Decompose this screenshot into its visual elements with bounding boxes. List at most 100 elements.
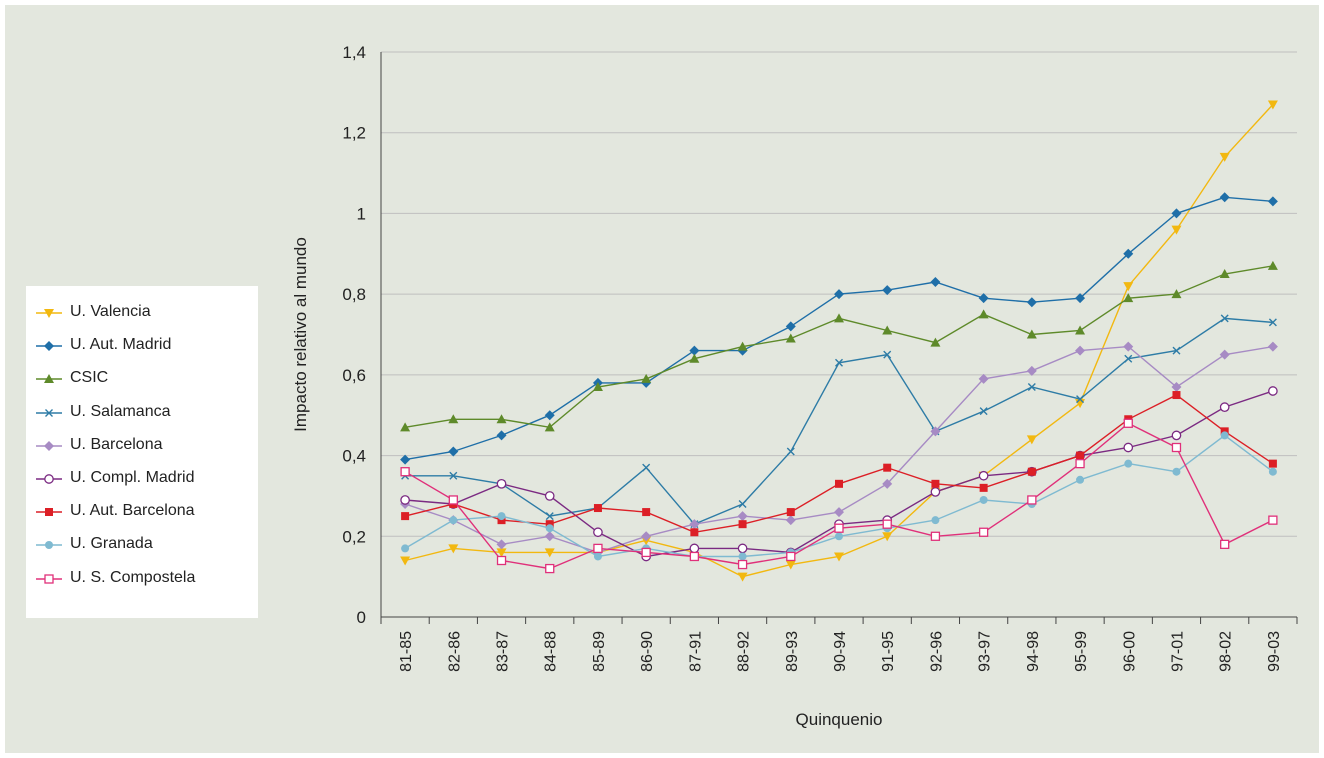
data-point — [1075, 399, 1086, 409]
x-tick-label: 87-91 — [687, 631, 704, 672]
data-point — [834, 289, 844, 300]
data-point — [1219, 192, 1230, 203]
data-point — [1123, 442, 1134, 453]
series-line — [404, 422, 1274, 570]
legend-label: U. Valencia — [70, 303, 151, 320]
data-point — [593, 527, 603, 538]
data-point — [496, 430, 507, 441]
legend-item: U. Valencia — [26, 297, 258, 330]
data-point — [1124, 354, 1133, 363]
data-point — [883, 350, 892, 359]
data-point — [545, 524, 554, 533]
data-point — [1123, 293, 1134, 303]
data-point — [1171, 381, 1182, 392]
data-point — [1027, 382, 1036, 391]
data-point — [834, 523, 844, 533]
data-point — [496, 555, 507, 566]
data-point — [1171, 289, 1182, 299]
x-tick-label: 96-00 — [1121, 631, 1138, 672]
data-point — [1220, 427, 1229, 436]
data-point — [1268, 459, 1277, 468]
legend-swatch — [36, 408, 62, 417]
data-point — [737, 572, 748, 582]
data-point — [1171, 208, 1182, 219]
x-tick-label: 84-88 — [543, 631, 560, 672]
data-point — [642, 508, 651, 517]
data-point — [448, 544, 459, 554]
data-point — [641, 373, 652, 383]
data-point — [979, 483, 988, 492]
data-point — [545, 563, 555, 574]
data-point — [496, 548, 507, 558]
x-tick-label: 83-87 — [495, 631, 512, 672]
data-point — [978, 470, 989, 481]
data-point — [1026, 365, 1037, 376]
data-point — [496, 539, 507, 550]
data-point — [1220, 431, 1229, 440]
data-point — [401, 512, 410, 521]
legend-swatch — [36, 474, 62, 484]
data-point — [1075, 345, 1086, 356]
x-tick-label: 89-93 — [784, 631, 801, 672]
x-tick-label: 98-02 — [1218, 631, 1235, 672]
y-tick-label: 0,2 — [342, 527, 366, 546]
data-point — [930, 426, 941, 437]
data-point — [1027, 467, 1036, 476]
legend-item: U. Salamanca — [26, 397, 258, 430]
data-point — [883, 463, 892, 472]
x-tick-label: 92-96 — [928, 631, 945, 672]
data-point — [544, 548, 555, 558]
data-point — [689, 551, 700, 562]
y-tick-label: 0,8 — [342, 285, 366, 304]
legend-marker — [44, 440, 54, 451]
data-point — [835, 358, 843, 367]
legend-swatch — [36, 309, 62, 318]
data-point — [834, 552, 844, 562]
data-point — [448, 414, 459, 424]
data-point — [400, 422, 411, 432]
data-point — [737, 543, 748, 554]
data-point — [1219, 402, 1230, 412]
data-point — [448, 495, 458, 505]
legend-swatch — [36, 440, 62, 451]
data-point — [978, 293, 989, 304]
y-tick-label: 0 — [357, 608, 366, 627]
legend-item: U. Barcelona — [26, 430, 258, 463]
legend-item: U. Compl. Madrid — [26, 463, 258, 496]
data-point — [641, 531, 652, 542]
data-point — [593, 504, 602, 513]
data-point — [978, 527, 989, 537]
data-point — [786, 447, 795, 456]
legend-swatch — [36, 374, 62, 384]
legend-item: CSIC — [26, 363, 258, 396]
data-point — [882, 532, 893, 542]
data-point — [1172, 391, 1181, 400]
x-tick-label: 90-94 — [832, 631, 849, 672]
data-point — [400, 467, 410, 477]
data-point — [834, 507, 844, 518]
data-point — [1171, 225, 1182, 235]
data-point — [1267, 260, 1278, 270]
legend-label: U. S. Compostela — [70, 568, 196, 586]
data-point — [593, 543, 603, 554]
data-point — [882, 325, 893, 335]
data-point — [834, 313, 844, 323]
x-axis-title: Quinquenio — [796, 710, 883, 729]
data-point — [448, 446, 459, 457]
data-point — [449, 471, 458, 480]
series-8 — [400, 418, 1278, 574]
data-point — [930, 337, 941, 347]
data-point — [738, 500, 747, 508]
x-tick-label: 85-89 — [591, 631, 608, 672]
y-axis-title: Impacto relativo al mundo — [291, 237, 310, 432]
x-tick-label: 91-95 — [880, 631, 897, 672]
data-point — [593, 552, 602, 561]
legend-label: U. Barcelona — [70, 435, 163, 453]
data-point — [544, 491, 555, 501]
x-tick-label: 95-99 — [1073, 631, 1090, 672]
data-point — [545, 520, 554, 529]
data-point — [738, 552, 747, 561]
data-point — [689, 345, 700, 356]
series-line — [404, 196, 1273, 461]
data-point — [1026, 435, 1037, 445]
